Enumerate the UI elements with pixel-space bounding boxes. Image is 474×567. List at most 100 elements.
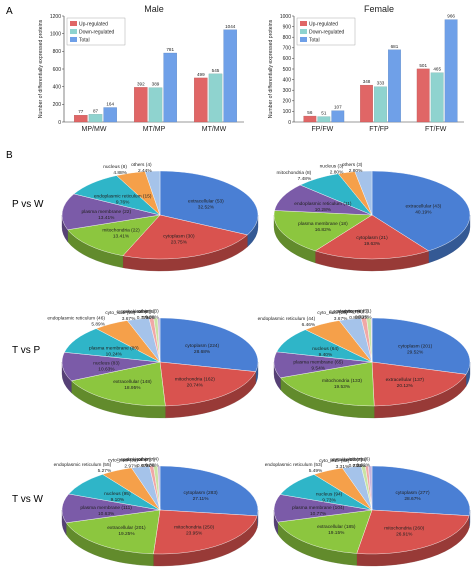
- bar: [331, 110, 345, 123]
- pie-slice-label: plasma membrane (80)10.24%: [89, 346, 139, 358]
- pie-slice-name: others (3): [138, 309, 159, 315]
- pie-slice-label: nucleus (95)9.10%: [104, 491, 131, 503]
- x-tick-label: FP/FW: [311, 126, 333, 133]
- pie-chart-1: extracellular (43)40.19% cytoplasm (21)19…: [273, 162, 471, 272]
- pie-slice: [122, 214, 248, 260]
- bar-value-label: 164: [106, 102, 114, 107]
- pie-slice-label: cyto_nucl (28)3.67%: [105, 310, 136, 322]
- chart-title: Female: [364, 4, 394, 14]
- bar: [303, 115, 317, 123]
- bar: [416, 68, 430, 123]
- pie-slice: [144, 170, 161, 216]
- pie-slice-name: endoplasmic reticulum (46): [47, 315, 105, 321]
- pie-slice-pct: 28.67%: [404, 496, 421, 502]
- pie-slice-name: extracellular (201): [107, 525, 146, 531]
- legend: Up-regulated Down-regulated Total: [66, 17, 126, 46]
- bar-chart-female: Female Number of differentially expressed…: [268, 4, 464, 133]
- y-tick-label: 500: [283, 67, 292, 73]
- pie-slice-name: cytoskeleton (7): [117, 457, 151, 463]
- pie-slice-pct: 3.67%: [334, 316, 348, 322]
- pie-slice-label: peroxisome (7)0.67%: [123, 457, 156, 469]
- pie-slice-label: others (6)0.62%: [349, 457, 370, 469]
- pie-slice-name: mitochondria (22): [102, 228, 140, 234]
- y-tick-label: 600: [53, 67, 62, 73]
- row-label-p-vs-w: P vs W: [12, 199, 44, 210]
- y-tick-label: 300: [283, 88, 292, 94]
- pie-slice-pct: 20.12%: [397, 383, 414, 389]
- pie-slice: [70, 361, 166, 407]
- pie-slice-name: mitochondria (162): [175, 376, 215, 382]
- row-label-t-vs-p: T vs P: [12, 345, 40, 356]
- pie-slice: [153, 509, 258, 555]
- pie-slice-label: others (3)2.80%: [342, 162, 363, 174]
- pie-slice-pct: 0.15%: [358, 315, 372, 321]
- bar: [223, 29, 237, 123]
- pie-slice-name: cytoplasm (224): [185, 343, 220, 349]
- pie-slice-name: cyto_nucl (31): [108, 458, 139, 464]
- pie-slice-label: endoplasmic reticulum (55)5.27%: [54, 462, 112, 474]
- pie-slice-label: cyto_nucl (25)3.67%: [317, 310, 348, 322]
- pie-slice-name: cytoplasm (30): [163, 234, 195, 240]
- pie-slice-name: endoplasmic reticulum (11): [294, 201, 352, 207]
- pie-slice-label: mitochondria (133)19.53%: [322, 378, 362, 390]
- pie-slice-pct: 10.28%: [315, 207, 332, 213]
- y-tick-label: 800: [53, 49, 62, 55]
- pie-slice-label: endoplasmic reticulum (44)6.46%: [258, 316, 316, 328]
- pie-slice: [61, 193, 161, 230]
- bar: [194, 77, 208, 123]
- pie-slice-label: cyto_mito (1)0.15%: [344, 309, 372, 321]
- y-axis-label: Number of differentially expressed prote…: [268, 19, 274, 118]
- pie-slice-name: peroxisome (7): [123, 457, 155, 463]
- legend-swatch: [70, 29, 77, 34]
- pie-slice-label: cytoplasm (283)27.11%: [183, 490, 218, 502]
- pie-slice: [370, 317, 373, 363]
- pie-slice-pct: 0.67%: [137, 463, 151, 469]
- pie-chart-0: extracellular (53)32.52% cytoplasm (30)23…: [61, 162, 259, 272]
- pie-slice-pct: 5.49%: [309, 468, 323, 474]
- y-tick-label: 600: [283, 56, 292, 62]
- bar-value-label: 545: [212, 68, 220, 73]
- pie-slice-name: nucleus (64): [312, 346, 339, 352]
- pie-slice-name: nucleus (8): [103, 164, 127, 170]
- pie-slice-label: nucleus (94)9.73%: [316, 491, 343, 503]
- pie-slice: [371, 465, 471, 516]
- bar: [208, 73, 223, 123]
- pie-slice-pct: 40.19%: [415, 210, 432, 216]
- pie-slice-label: endoplasmic reticulum (11)10.28%: [294, 201, 352, 213]
- pie-chart-4: cytoplasm (283)27.11% mitochondria (250)2…: [54, 457, 259, 567]
- pie-slice-label: extracellular (137)20.12%: [386, 377, 425, 389]
- pie-slice-name: plasma membrane (111): [80, 505, 132, 511]
- pie-slice-pct: 0.72%: [349, 463, 363, 469]
- pie-slice-label: cytoplasm (201)29.52%: [398, 343, 433, 355]
- x-tick-label: MT/MW: [202, 126, 227, 133]
- pie-slice-name: nucleus (3): [320, 163, 344, 169]
- legend-label: Up-regulated: [79, 22, 108, 28]
- panel-label-a: A: [6, 6, 13, 17]
- x-tick-label: MP/MW: [82, 126, 107, 133]
- pie-slice-pct: 3.31%: [336, 464, 350, 470]
- pie-slice-name: cyto_mito (1): [344, 309, 372, 315]
- pie-slice-name: others (6): [349, 457, 370, 463]
- bar-value-label: 681: [391, 44, 399, 49]
- bar-value-label: 465: [433, 67, 441, 72]
- pie-slice-pct: 0.62%: [356, 463, 370, 469]
- pie-slice-label: cytoplasm (30)23.75%: [163, 234, 195, 246]
- bar-value-label: 966: [447, 14, 455, 19]
- pie-slice-name: nucleus (94): [316, 491, 343, 497]
- pie-slice-name: cytoskeleton (5): [332, 457, 366, 463]
- pie-slice-name: extracellular (43): [405, 204, 441, 210]
- pie-slice-label: cytoskeleton (6)0.77%: [117, 309, 152, 321]
- pie-slice-label: endoplasmic reticulum (53)5.49%: [265, 462, 323, 474]
- pie-slice: [280, 361, 375, 407]
- pie-slice-pct: 5.27%: [98, 468, 112, 474]
- pie-slice: [65, 509, 161, 555]
- bar: [148, 87, 163, 123]
- pie-slice-pct: 0.64%: [142, 315, 156, 321]
- pie-slice: [371, 361, 467, 407]
- y-tick-label: 200: [53, 102, 62, 108]
- pie-slice-label: mitochondria (250)23.95%: [174, 525, 214, 537]
- pie-slice-label: plasma membrane (104)10.77%: [292, 505, 345, 517]
- pie-slice-pct: 26.91%: [396, 531, 413, 537]
- pie-slice: [356, 509, 470, 555]
- bar-value-label: 501: [419, 63, 427, 68]
